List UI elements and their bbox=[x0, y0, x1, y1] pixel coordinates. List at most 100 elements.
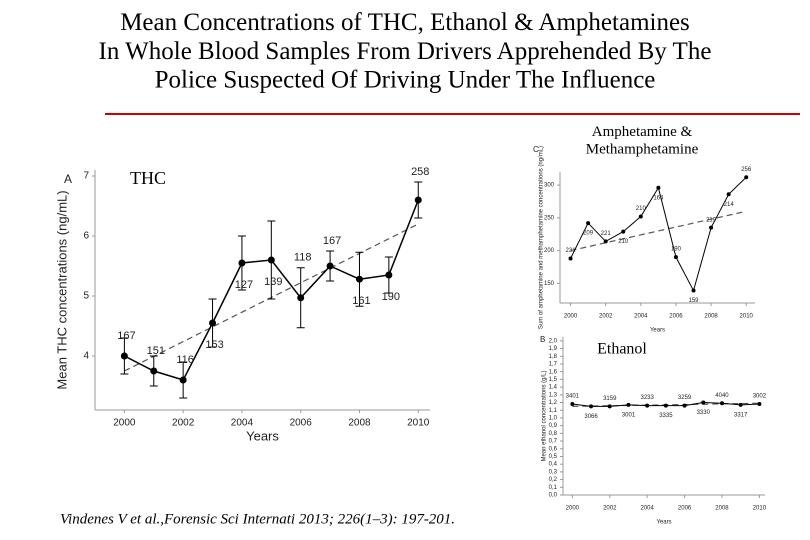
x-tick-label: 2010 bbox=[407, 418, 430, 429]
data-point bbox=[607, 404, 612, 409]
data-point bbox=[682, 403, 687, 408]
x-tick-label: 2002 bbox=[599, 314, 613, 320]
x-axis-label: Years bbox=[656, 520, 671, 526]
data-point bbox=[150, 367, 158, 375]
trend-line bbox=[570, 210, 747, 252]
y-tick-label: 0,3 bbox=[549, 469, 558, 475]
y-tick-label: 150 bbox=[544, 281, 555, 287]
x-tick-label: 2010 bbox=[740, 314, 754, 320]
x-tick-label: 2000 bbox=[564, 314, 578, 320]
y-tick-label: 1,0 bbox=[549, 416, 558, 422]
y-tick-label: 300 bbox=[544, 183, 555, 189]
sample-size-label: 153 bbox=[205, 339, 223, 351]
data-point bbox=[568, 256, 573, 261]
data-point bbox=[626, 402, 631, 407]
data-point bbox=[179, 376, 187, 384]
sample-size-label: 118 bbox=[294, 252, 312, 264]
data-point bbox=[673, 255, 678, 260]
sample-size-label: 209 bbox=[583, 231, 594, 237]
sample-size-label: 3330 bbox=[697, 410, 711, 416]
data-point bbox=[589, 404, 594, 409]
citation: Vindenes V et al.,Forensic Sci Internati… bbox=[60, 511, 455, 527]
sample-size-label: 221 bbox=[601, 231, 612, 237]
chart-label: THC bbox=[130, 168, 166, 188]
sample-size-label: 151 bbox=[147, 345, 165, 357]
y-axis-label: Mean THC concentrations (ng/mL) bbox=[54, 190, 69, 389]
y-axis-label: Mean ethanol concentrations (g/L) bbox=[541, 370, 547, 461]
data-point bbox=[297, 294, 305, 302]
y-tick-label: 0,4 bbox=[549, 462, 558, 468]
y-tick-label: 1,5 bbox=[549, 377, 558, 383]
x-tick-label: 2006 bbox=[678, 506, 692, 512]
x-tick-label: 2004 bbox=[231, 418, 254, 429]
sample-size-label: 3002 bbox=[753, 394, 767, 400]
x-tick-label: 2008 bbox=[348, 418, 371, 429]
y-tick-label: 1,7 bbox=[549, 362, 558, 368]
data-point bbox=[757, 402, 762, 407]
x-axis-label: Years bbox=[650, 328, 665, 334]
sample-size-label: 3317 bbox=[734, 412, 748, 418]
sample-size-label: 258 bbox=[411, 166, 429, 178]
sample-size-label: 214 bbox=[724, 202, 735, 208]
x-axis-label: Years bbox=[246, 428, 279, 443]
y-tick-label: 0,5 bbox=[549, 454, 558, 460]
y-tick-label: 4 bbox=[83, 351, 89, 362]
panel-letter: C bbox=[533, 145, 539, 154]
x-tick-label: 2002 bbox=[603, 506, 617, 512]
panel-letter: A bbox=[64, 172, 72, 186]
sample-size-label: 210 bbox=[618, 239, 629, 245]
x-tick-label: 2006 bbox=[669, 314, 683, 320]
slide-title: Mean Concentrations of THC, Ethanol & Am… bbox=[99, 9, 712, 94]
sample-size-label: 190 bbox=[671, 247, 682, 253]
x-tick-label: 2010 bbox=[753, 506, 767, 512]
y-tick-label: 7 bbox=[83, 171, 89, 182]
y-tick-label: 0,0 bbox=[549, 493, 558, 499]
sample-size-label: 3335 bbox=[659, 413, 673, 419]
data-point bbox=[120, 352, 128, 360]
sample-size-label: 3159 bbox=[603, 396, 617, 402]
y-tick-label: 1,6 bbox=[549, 369, 558, 375]
chart-label: Ethanol bbox=[597, 341, 647, 358]
y-tick-label: 250 bbox=[544, 215, 555, 221]
data-point bbox=[385, 271, 393, 279]
sample-size-label: 3401 bbox=[566, 394, 580, 400]
y-tick-label: 1,1 bbox=[549, 408, 558, 414]
panel-letter: B bbox=[540, 335, 545, 344]
sample-size-label: 167 bbox=[117, 330, 135, 342]
sample-size-label: 159 bbox=[689, 298, 700, 304]
sample-size-label: 190 bbox=[382, 291, 400, 303]
x-tick-label: 2004 bbox=[634, 314, 648, 320]
sample-size-label: 3001 bbox=[622, 412, 636, 418]
sample-size-label: 256 bbox=[741, 167, 752, 173]
x-tick-label: 2000 bbox=[566, 506, 580, 512]
data-point bbox=[744, 175, 749, 180]
sample-size-label: 219 bbox=[706, 217, 717, 223]
data-point bbox=[414, 196, 422, 204]
y-tick-label: 0,7 bbox=[549, 439, 558, 445]
data-point bbox=[701, 400, 706, 405]
y-axis-label: Sum of amphetamine and methamphetamine c… bbox=[538, 146, 544, 329]
y-tick-label: 6 bbox=[83, 231, 89, 242]
x-tick-label: 2006 bbox=[290, 418, 313, 429]
y-tick-label: 1,2 bbox=[549, 400, 558, 406]
data-point bbox=[621, 229, 626, 234]
y-tick-label: 2,0 bbox=[549, 338, 558, 344]
y-tick-label: 1,8 bbox=[549, 354, 558, 360]
sample-size-label: 3066 bbox=[584, 414, 598, 420]
data-point bbox=[209, 319, 217, 327]
data-point bbox=[638, 214, 643, 219]
data-point bbox=[238, 259, 246, 267]
x-tick-label: 2008 bbox=[704, 314, 718, 320]
data-point bbox=[355, 275, 363, 283]
data-point bbox=[656, 185, 661, 190]
y-tick-label: 0,1 bbox=[549, 485, 558, 491]
data-point bbox=[738, 402, 743, 407]
data-point bbox=[586, 221, 591, 226]
chart-label: Amphetamine & Methamphetamine bbox=[586, 124, 699, 157]
x-tick-label: 2002 bbox=[172, 418, 195, 429]
x-tick-label: 2000 bbox=[113, 418, 136, 429]
sample-size-label: 3233 bbox=[640, 395, 654, 401]
data-point bbox=[726, 192, 731, 197]
sample-size-label: 116 bbox=[176, 354, 194, 366]
